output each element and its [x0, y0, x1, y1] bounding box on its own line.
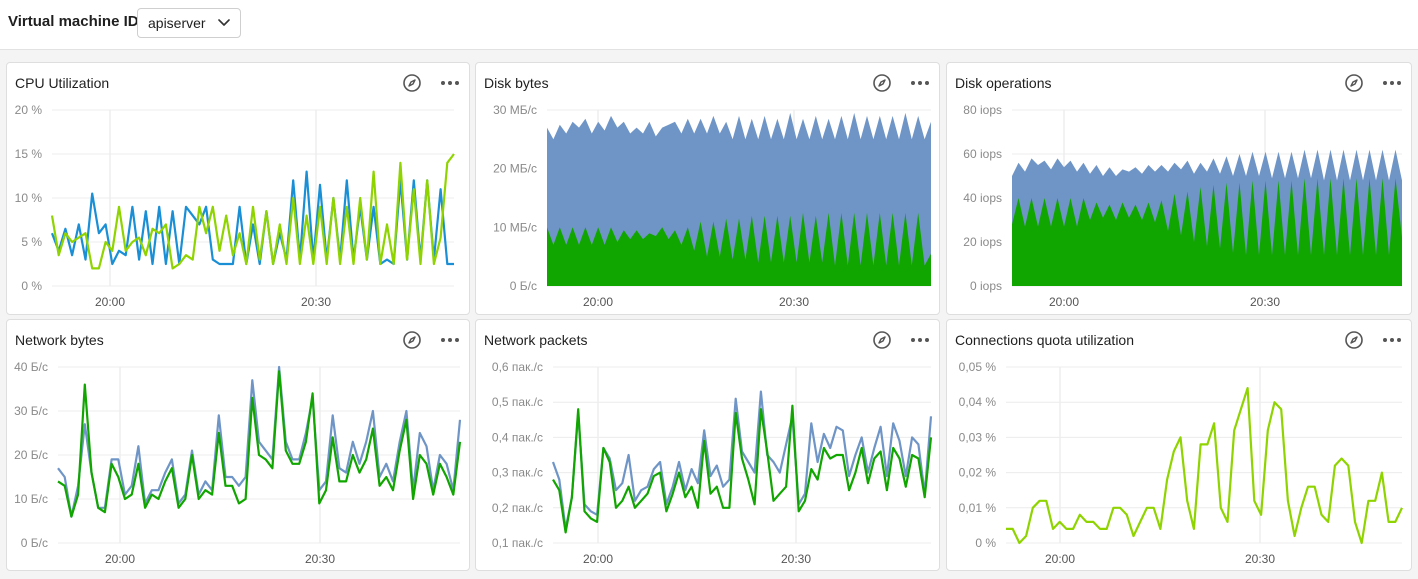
y-tick-label: 0 Б/с	[21, 536, 48, 550]
y-tick-label: 80 iops	[963, 103, 1002, 117]
x-tick-label: 20:30	[781, 552, 811, 566]
x-tick-label: 20:00	[583, 295, 613, 309]
y-tick-label: 60 iops	[963, 147, 1002, 161]
y-tick-label: 0,02 %	[959, 466, 997, 480]
vm-id-select-value: apiserver	[148, 15, 206, 31]
line-series-0	[50, 170, 454, 266]
more-dots-icon[interactable]	[909, 72, 931, 94]
y-tick-label: 20 %	[15, 103, 43, 117]
x-tick-label: 20:00	[1045, 552, 1075, 566]
y-tick-label: 5 %	[21, 235, 42, 249]
chart-panel-conn-quota: Connections quota utilization 20:00 20:30 0…	[946, 319, 1412, 571]
chart-net-packets: 20:00 20:30 0,1 пак./с 0,2 пак./с 0,3 пак./с…	[492, 360, 933, 566]
area-series-1	[547, 212, 931, 286]
y-tick-label: 10 МБ/с	[493, 220, 537, 234]
y-tick-label: 0,4 пак./с	[492, 430, 543, 444]
y-tick-label: 20 МБ/с	[493, 162, 537, 176]
line-series-0	[1006, 387, 1403, 545]
compass-icon[interactable]	[871, 72, 893, 94]
x-tick-label: 20:30	[779, 295, 809, 309]
chart-panel-net-packets: Network packets 20:00 20:30 0,1 пак./с 0,2 п…	[475, 319, 940, 571]
more-dots-icon[interactable]	[909, 329, 931, 351]
x-tick-label: 20:30	[301, 295, 331, 309]
chart-net-bytes: 20:00 20:30 0 Б/с 10 Б/с 20 Б/с 30 Б/с 40 Б/с	[14, 360, 462, 566]
line-series-1	[50, 153, 455, 270]
area-series-1	[1012, 178, 1402, 286]
compass-icon[interactable]	[1343, 72, 1365, 94]
y-tick-label: 0,2 пак./с	[492, 501, 543, 515]
chart-panel-net-bytes: Network bytes 20:00 20:30 0 Б/с 10 Б/с 20 Б/с…	[6, 319, 470, 571]
chart-disk-bytes: 20:00 20:30 0 Б/с 10 МБ/с 20 МБ/с 30 МБ/с	[493, 103, 931, 309]
panel-title: CPU Utilization	[15, 75, 110, 91]
chart-panel-cpu: CPU Utilization 20:00 20:30 0 % 5 % 10 % 15 % 2…	[6, 62, 470, 315]
y-tick-label: 10 %	[15, 191, 43, 205]
x-tick-label: 20:00	[95, 295, 125, 309]
y-tick-label: 0 %	[975, 536, 996, 550]
more-dots-icon[interactable]	[1381, 72, 1403, 94]
panel-title: Network packets	[484, 332, 588, 348]
y-tick-label: 40 Б/с	[14, 360, 48, 374]
y-tick-label: 0,01 %	[959, 501, 997, 515]
chart-disk-ops: 20:00 20:30 0 iops 20 iops 40 iops 60 iops 80 …	[963, 103, 1402, 309]
chart-panel-disk-bytes: Disk bytes 20:00 20:30 0 Б/с 10 МБ/с 20 МБ/с 3…	[475, 62, 940, 315]
y-tick-label: 20 Б/с	[14, 448, 48, 462]
x-tick-label: 20:30	[1245, 552, 1275, 566]
chevron-down-icon	[218, 19, 230, 26]
chart-cpu: 20:00 20:30 0 % 5 % 10 % 15 % 20 %	[15, 103, 455, 309]
more-dots-icon[interactable]	[439, 72, 461, 94]
y-tick-label: 0 Б/с	[510, 279, 537, 293]
line-series-1	[552, 404, 933, 534]
vm-id-select[interactable]: apiserver	[137, 8, 241, 38]
y-tick-label: 0,5 пак./с	[492, 395, 543, 409]
more-dots-icon[interactable]	[439, 329, 461, 351]
y-tick-label: 0,3 пак./с	[492, 466, 543, 480]
y-tick-label: 0,6 пак./с	[492, 360, 543, 374]
compass-icon[interactable]	[401, 329, 423, 351]
y-tick-label: 30 Б/с	[14, 404, 48, 418]
panel-title: Disk bytes	[484, 75, 549, 91]
more-dots-icon[interactable]	[1381, 329, 1403, 351]
y-tick-label: 0,05 %	[959, 360, 997, 374]
x-tick-label: 20:30	[1250, 295, 1280, 309]
y-tick-label: 0,1 пак./с	[492, 536, 543, 550]
x-tick-label: 20:00	[583, 552, 613, 566]
line-series-1	[57, 370, 462, 518]
panel-title: Connections quota utilization	[955, 332, 1135, 348]
top-bar: Virtual machine ID apiserver	[0, 0, 1418, 50]
y-tick-label: 15 %	[15, 147, 43, 161]
y-tick-label: 0,03 %	[959, 430, 997, 444]
compass-icon[interactable]	[871, 329, 893, 351]
x-tick-label: 20:30	[305, 552, 335, 566]
y-tick-label: 0,04 %	[959, 395, 997, 409]
chart-conn-quota: 20:00 20:30 0 % 0,01 % 0,02 % 0,03 % 0,04 % 0,0…	[959, 360, 1403, 566]
y-tick-label: 10 Б/с	[14, 492, 48, 506]
compass-icon[interactable]	[1343, 329, 1365, 351]
vm-id-label: Virtual machine ID	[8, 13, 139, 30]
x-tick-label: 20:00	[105, 552, 135, 566]
y-tick-label: 30 МБ/с	[493, 103, 537, 117]
chart-panel-disk-ops: Disk operations 20:00 20:30 0 iops 20 iops 40…	[946, 62, 1412, 315]
y-tick-label: 20 iops	[963, 235, 1002, 249]
x-tick-label: 20:00	[1049, 295, 1079, 309]
y-tick-label: 0 %	[21, 279, 42, 293]
y-tick-label: 40 iops	[963, 191, 1002, 205]
panel-title: Disk operations	[955, 75, 1052, 91]
compass-icon[interactable]	[401, 72, 423, 94]
line-series-0	[57, 365, 462, 518]
panel-title: Network bytes	[15, 332, 104, 348]
y-tick-label: 0 iops	[970, 279, 1002, 293]
